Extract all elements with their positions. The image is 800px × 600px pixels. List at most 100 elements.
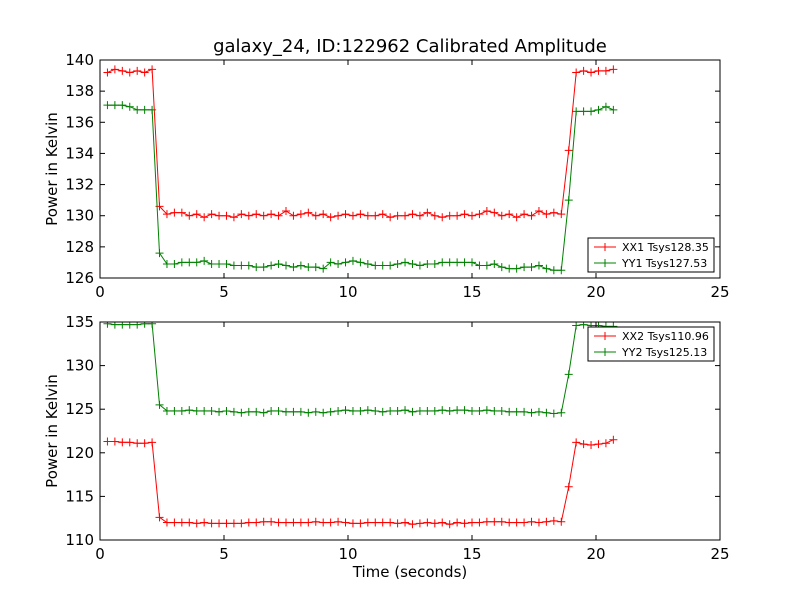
y-axis-label: Power in Kelvin [43,374,61,488]
data-point-marker [386,261,395,270]
data-point-marker [148,65,157,74]
data-point-marker [148,322,157,328]
data-point-marker [505,210,514,219]
data-point-marker [542,210,551,219]
data-point-marker [401,518,410,527]
x-tick-label: 0 [95,545,105,563]
data-point-marker [557,408,566,417]
data-point-marker [363,406,372,415]
data-point-marker [564,196,573,205]
data-point-marker [445,406,454,415]
data-point-marker [587,440,596,449]
data-point-marker [244,261,253,270]
data-point-marker [244,211,253,220]
data-point-marker [177,406,186,415]
data-point-marker [103,322,112,328]
data-point-marker [564,370,573,379]
x-tick-label: 25 [710,545,729,563]
data-point-marker [386,518,395,527]
data-point-marker [207,210,216,219]
data-point-marker [445,211,454,220]
data-point-marker [430,259,439,268]
data-point-marker [430,211,439,220]
data-point-marker [356,519,365,528]
data-point-marker [110,101,119,110]
data-point-marker [140,68,149,77]
data-point-marker [252,210,261,219]
data-point-marker [348,256,357,265]
data-point-marker [386,406,395,415]
data-point-marker [512,264,521,273]
data-point-marker [237,408,246,417]
y-axis-label: Power in Kelvin [43,112,61,226]
data-point-marker [482,261,491,270]
data-point-marker [148,438,157,447]
data-point-marker [267,406,276,415]
data-point-marker [222,211,231,220]
data-point-marker [609,435,618,444]
data-point-marker [140,105,149,114]
data-point-marker [289,211,298,220]
data-point-marker [229,519,238,528]
bottom-plot-panel: 0 5 10 15 20 25 110 115 120 125 130 135 Time (second… [43,313,730,581]
data-point-marker [371,211,380,220]
data-point-marker [430,519,439,528]
data-point-marker [155,513,164,522]
data-point-marker [460,406,469,415]
data-point-marker [393,211,402,220]
y-tick-label: 115 [65,487,94,505]
data-point-marker [356,258,365,267]
data-point-marker [453,518,462,527]
data-point-marker [118,101,127,110]
legend-item: XX1 Tsys128.35 [594,241,709,254]
data-point-marker [408,210,417,219]
data-point-marker [520,263,529,272]
y-tick-label: 140 [65,51,94,69]
data-point-marker [408,520,417,529]
data-point-marker [267,210,276,219]
data-point-marker [490,406,499,415]
data-point-marker [200,518,209,527]
data-point-marker [475,261,484,270]
data-point-marker [296,261,305,270]
data-point-marker [393,259,402,268]
data-point-marker [326,258,335,267]
data-point-marker [415,519,424,528]
data-point-marker [401,406,410,415]
data-point-marker [192,406,201,415]
data-point-marker [490,208,499,217]
data-point-marker [334,259,343,268]
legend-box [587,326,715,362]
data-point-marker [244,518,253,527]
data-point-marker [185,211,194,220]
data-point-marker [274,259,283,268]
data-point-marker [319,210,328,219]
x-tick-label: 0 [95,283,105,301]
y-tick-label: 130 [65,207,94,225]
data-point-marker [408,259,417,268]
data-point-marker [505,407,514,416]
legend-label: YY1 Tsys127.53 [621,257,707,270]
data-point-marker [363,259,372,268]
data-point-marker [177,208,186,217]
data-point-marker [609,105,618,114]
data-point-marker [110,322,119,329]
data-point-marker [133,322,142,329]
x-axis-label: Time (seconds) [352,563,468,581]
data-point-marker [162,210,171,219]
data-point-marker [497,406,506,415]
data-point-marker [170,406,179,415]
x-tick-label: 5 [219,545,229,563]
data-point-marker [572,107,581,116]
data-point-marker [482,207,491,216]
data-point-marker [423,259,432,268]
data-point-marker [162,518,171,527]
data-point-marker [341,406,350,415]
data-point-marker [311,263,320,272]
chart-title: galaxy_24, ID:122962 Calibrated Amplitud… [213,36,607,57]
legend-item: XX2 Tsys110.96 [594,330,709,343]
data-point-marker [185,258,194,267]
data-point-marker [378,407,387,416]
data-point-marker [222,519,231,528]
